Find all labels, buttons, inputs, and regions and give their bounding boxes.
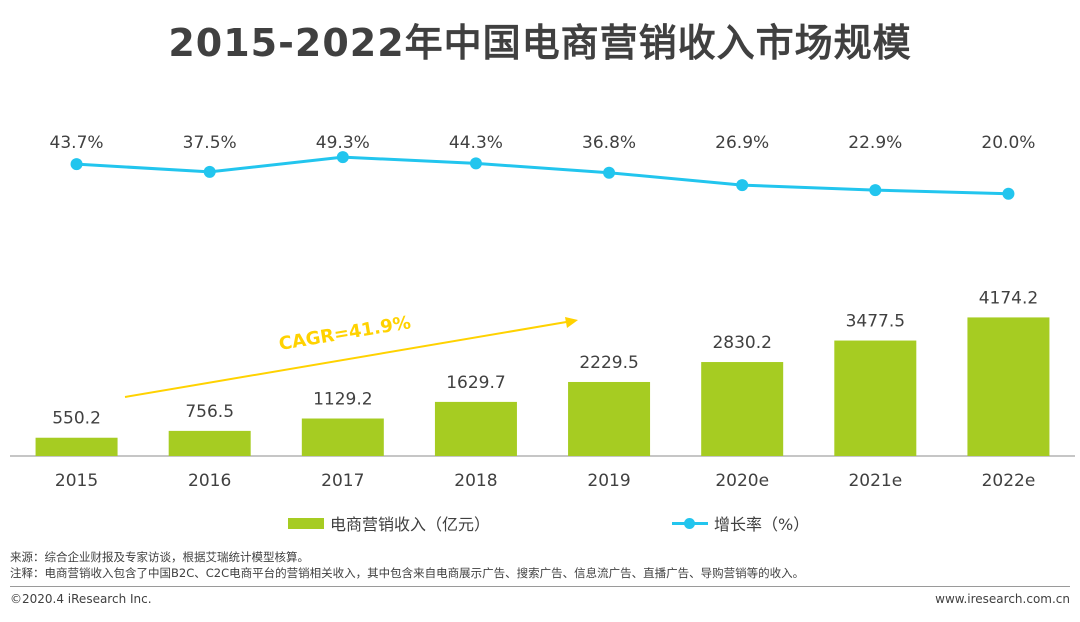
- bar-2016: [168, 430, 251, 456]
- growth-point-2019: [603, 166, 616, 179]
- bar-2022e: [967, 317, 1050, 456]
- cagr-arrow-line: [124, 320, 571, 398]
- bar-value-label: 3477.5: [846, 312, 905, 332]
- legend-line-label: 增长率（%）: [714, 515, 810, 534]
- growth-value-label: 49.3%: [316, 133, 370, 153]
- growth-rate-line: [76, 155, 1009, 196]
- bar-value-label: 4174.2: [979, 288, 1038, 308]
- bar-2017: [301, 418, 384, 456]
- chart-plot: 550.2 2015 756.5 2016 1129.2 2017 1629.7 2018 22…: [10, 133, 1075, 491]
- growth-point-2021e: [869, 184, 882, 197]
- bar-value-label: 2229.5: [579, 353, 638, 373]
- x-tick-label: 2017: [321, 471, 364, 491]
- x-tick-label: 2021e: [848, 471, 902, 491]
- growth-point-2022e: [1002, 187, 1015, 200]
- source-note: 来源：综合企业财报及专家访谈，根据艾瑞统计模型核算。: [10, 550, 309, 564]
- x-tick-label: 2018: [454, 471, 497, 491]
- growth-value-label: 36.8%: [582, 133, 636, 153]
- legend-line-swatch: [672, 516, 708, 530]
- growth-point-2015: [70, 158, 83, 171]
- legend-bar-swatch: [288, 517, 324, 529]
- bar-2019: [568, 381, 651, 456]
- chart-notes: 来源：综合企业财报及专家访谈，根据艾瑞统计模型核算。 注释：电商营销收入包含了中…: [10, 549, 804, 581]
- x-tick-label: 2022e: [982, 471, 1036, 491]
- x-tick-label: 2015: [55, 471, 98, 491]
- bar-value-label: 2830.2: [712, 333, 771, 353]
- growth-value-label: 26.9%: [715, 133, 769, 153]
- cagr-label: CAGR=41.9%: [277, 312, 412, 355]
- bar-value-label: 1129.2: [313, 390, 372, 410]
- x-tick-label: 2016: [188, 471, 231, 491]
- legend-bar-label: 电商营销收入（亿元）: [330, 515, 491, 534]
- x-tick-label: 2020e: [715, 471, 769, 491]
- growth-point-2020e: [736, 179, 749, 192]
- footer-copyright: ©2020.4 iResearch Inc.: [10, 592, 152, 606]
- bar-value-label: 550.2: [52, 409, 101, 429]
- legend-item-growth: 增长率（%）: [672, 511, 809, 535]
- growth-value-label: 37.5%: [183, 133, 237, 153]
- bar-value-label: 1629.7: [446, 373, 505, 393]
- chart-legend: 电商营销收入（亿元） 增长率（%）: [0, 511, 1080, 537]
- bar-2018: [434, 401, 517, 456]
- footer-website: www.iresearch.com.cn: [935, 592, 1070, 606]
- cagr-arrow-head: [565, 317, 578, 328]
- legend-item-revenue: 电商营销收入（亿元）: [288, 511, 490, 535]
- growth-value-label: 43.7%: [50, 133, 104, 153]
- annotation-note: 注释：电商营销收入包含了中国B2C、C2C电商平台的营销相关收入，其中包含来自电…: [10, 566, 805, 580]
- growth-point-2016: [203, 165, 216, 178]
- bar-2020e: [701, 362, 784, 456]
- growth-value-label: 22.9%: [848, 133, 902, 153]
- bar-2015: [35, 437, 118, 456]
- bar-2021e: [834, 340, 917, 456]
- growth-value-label: 20.0%: [981, 133, 1035, 153]
- chart-title: 2015-2022年中国电商营销收入市场规模: [168, 21, 912, 65]
- footer-divider: [10, 586, 1070, 587]
- growth-point-2018: [469, 157, 482, 170]
- growth-value-label: 44.3%: [449, 133, 503, 153]
- growth-point-2017: [336, 151, 349, 164]
- bar-value-label: 756.5: [185, 402, 234, 422]
- x-tick-label: 2019: [587, 471, 630, 491]
